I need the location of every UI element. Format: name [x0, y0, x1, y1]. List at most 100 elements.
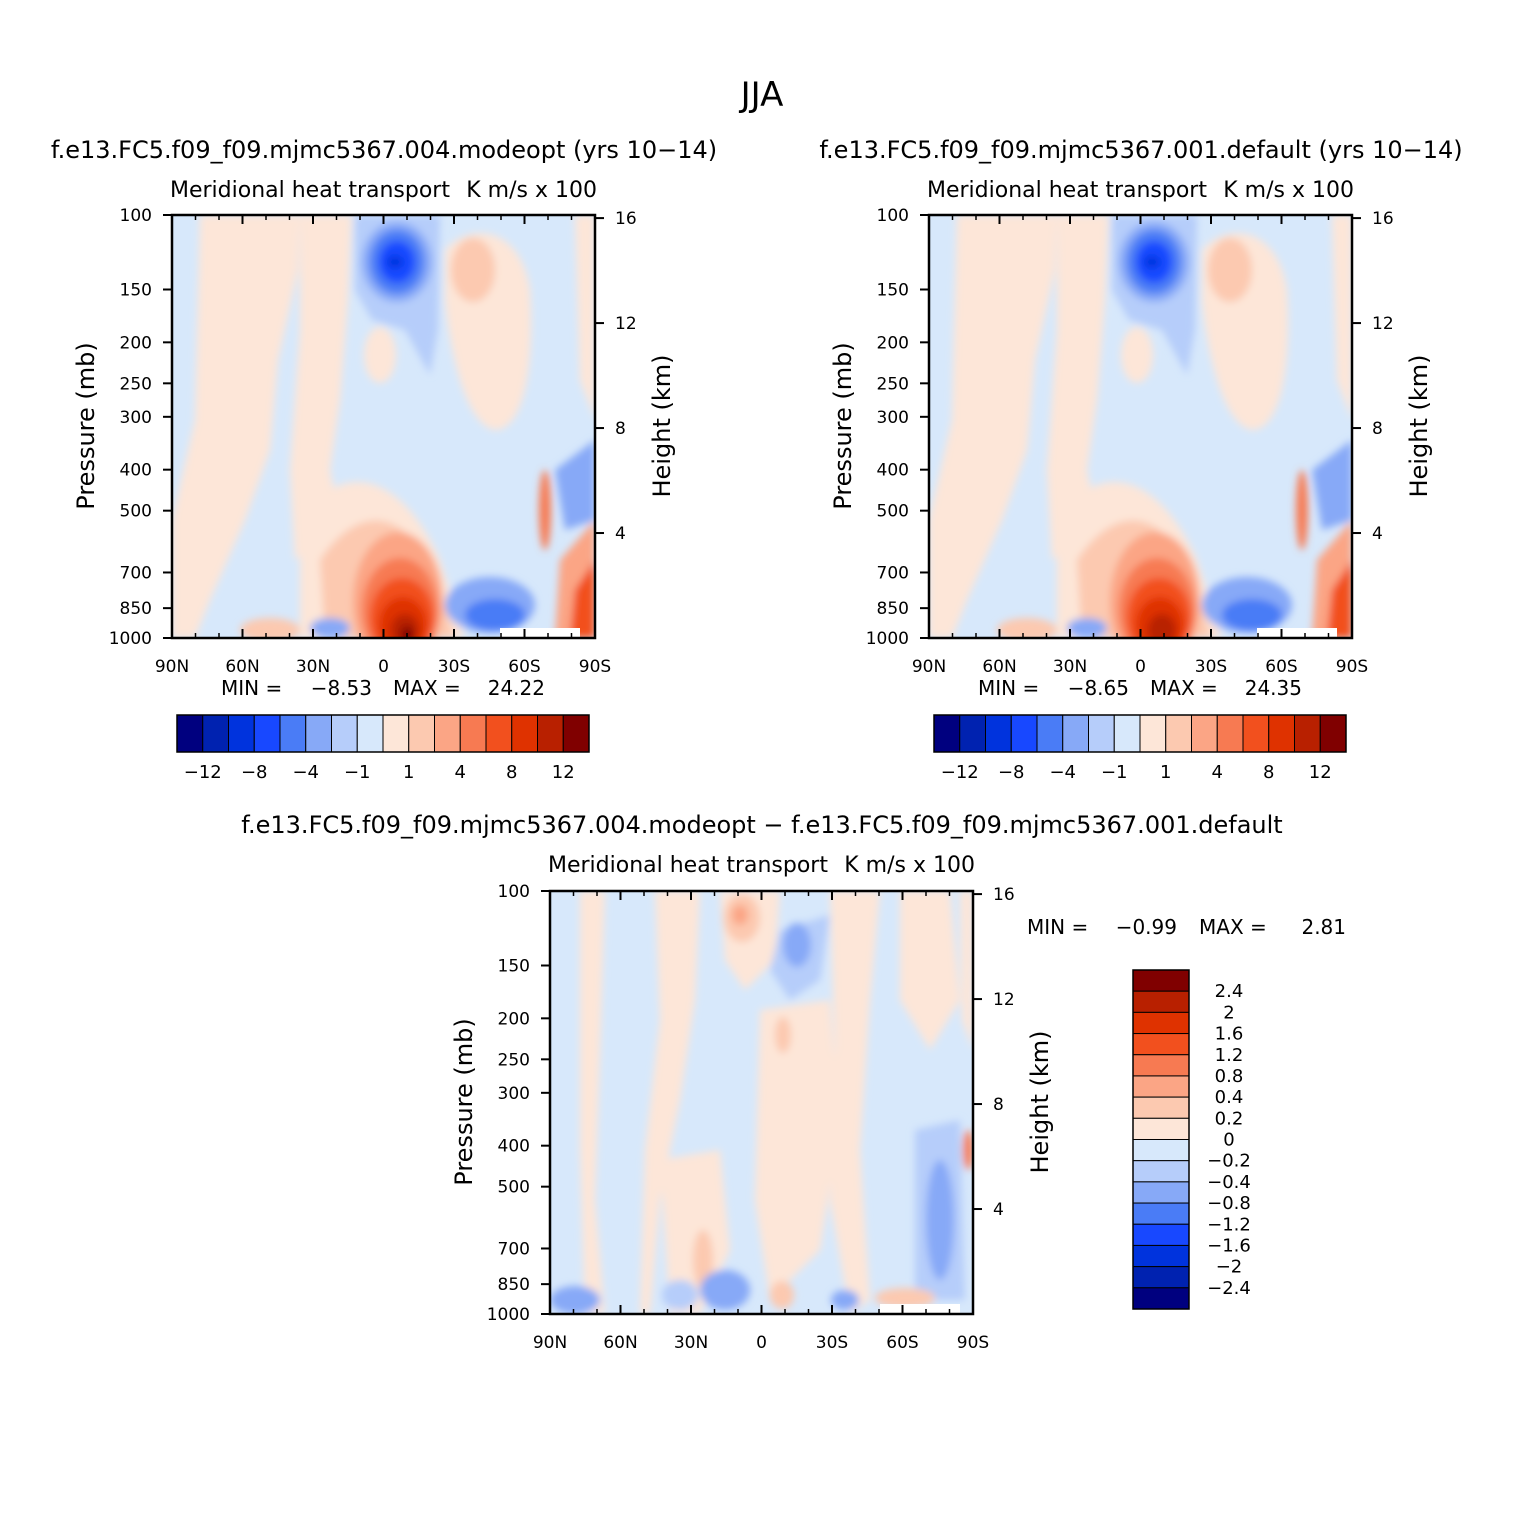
colorbar-label: 1.2: [1215, 1045, 1244, 1066]
y-tick-label: 1000: [866, 629, 909, 649]
y-tick-label: 400: [877, 461, 909, 481]
x-tick-label: 30N: [296, 657, 330, 677]
y-right-tick-label: 16: [1372, 209, 1394, 229]
colorbar-label: −2: [1216, 1257, 1243, 1278]
colorbar-box: [1132, 1181, 1190, 1204]
y-tick-label: 850: [498, 1275, 530, 1295]
x-tick-label: 90N: [155, 657, 189, 677]
y-right-tick-label: 12: [615, 314, 637, 334]
variable-title: Meridional heat transport: [548, 853, 828, 878]
y-tick-label: 300: [120, 408, 152, 428]
variable-title: Meridional heat transport: [927, 178, 1207, 203]
colorbar-label: 4: [455, 762, 466, 783]
colorbar-label: 1: [403, 762, 414, 783]
y-right-tick-label: 16: [615, 209, 637, 229]
y-tick-label: 1000: [487, 1305, 530, 1325]
min-label: MIN =: [221, 676, 282, 700]
min-value: −8.65: [1068, 676, 1129, 700]
y-right-tick-label: 8: [993, 1095, 1004, 1115]
max-label: MAX =: [1150, 676, 1218, 700]
colorbar-box: [434, 714, 461, 753]
colorbar-label: 1.6: [1215, 1024, 1244, 1045]
case-title: f.e13.FC5.f09_f09.mjmc5367.004.modeopt (…: [51, 136, 717, 164]
colorbar-box: [459, 714, 487, 753]
colorbar-box: [1132, 1011, 1190, 1035]
x-tick-label: 60S: [508, 657, 540, 677]
colorbar-label: −0.4: [1207, 1172, 1251, 1193]
variable-title: Meridional heat transport: [170, 178, 450, 203]
colorbar-box: [202, 714, 229, 753]
colorbar-box: [562, 714, 590, 753]
colorbar-box: [331, 714, 358, 753]
x-tick-label: 60N: [603, 1333, 637, 1353]
colorbar-frame: [933, 714, 1347, 753]
tick-labels: 90N 60N 30N 0 30S 60S 90S 100 150 200 250 300 400 500…: [487, 882, 1015, 1353]
colorbar-box: [1088, 714, 1115, 753]
contour-field: [550, 891, 973, 1314]
colorbar-box: [1165, 714, 1192, 753]
x-tick-label: 60S: [886, 1333, 918, 1353]
colorbar-label: 0.4: [1215, 1087, 1244, 1108]
y-tick-label: 500: [120, 502, 152, 522]
colorbar-frame: [1132, 969, 1190, 1310]
y-right-tick-label: 12: [1372, 314, 1394, 334]
x-tick-label: 60S: [1265, 657, 1297, 677]
colorbar-box: [1132, 1202, 1190, 1225]
colorbar-box: [1132, 969, 1190, 992]
panel-top-left: f.e13.FC5.f09_f09.mjmc5367.004.modeopt (…: [51, 136, 717, 783]
colorbar-box: [1319, 714, 1347, 753]
colorbar-label: −12: [184, 762, 222, 783]
colorbar-label: −2.4: [1207, 1278, 1251, 1299]
x-tick-label: 90S: [579, 657, 611, 677]
panel-difference: f.e13.FC5.f09_f09.mjmc5367.004.modeopt −…: [241, 811, 1346, 1353]
colorbar-box: [1132, 1054, 1190, 1077]
tick-labels: 90N 60N 30N 0 30S 60S 90S 100 150 200 250 300 400 500…: [109, 206, 637, 677]
colorbar-label: −1.6: [1207, 1235, 1251, 1256]
colorbar-box: [1132, 1139, 1190, 1162]
colorbar-box: [176, 714, 204, 753]
y-axis-label: Pressure (mb): [829, 342, 857, 509]
y-right-axis-label: Height (km): [1026, 1031, 1054, 1174]
y-right-tick-label: 8: [615, 419, 626, 439]
y-tick-label: 250: [120, 374, 152, 394]
colorbar-box: [279, 714, 307, 753]
y-axis-label: Pressure (mb): [72, 342, 100, 509]
y-tick-label: 500: [877, 502, 909, 522]
missing-data-patch: [1257, 628, 1337, 638]
x-tick-label: 30S: [438, 657, 470, 677]
colorbar-box: [1132, 1266, 1190, 1289]
field-shapes: [172, 215, 595, 638]
colorbar-label: −4: [292, 762, 319, 783]
colorbar-label: 8: [506, 762, 517, 783]
colorbar-box: [959, 714, 986, 753]
y-tick-label: 400: [498, 1137, 530, 1157]
colorbar-label: 4: [1212, 762, 1223, 783]
colorbar-box: [1132, 1096, 1190, 1119]
colorbar: −12 −8 −4 −1 1 4 8 12: [176, 714, 590, 783]
x-tick-label: 0: [378, 657, 389, 677]
tick-marks: [541, 890, 982, 1315]
colorbar-box: [1132, 1223, 1190, 1246]
y-right-tick-label: 4: [615, 524, 626, 544]
max-label: MAX =: [1199, 915, 1267, 939]
colorbar-box: [1242, 714, 1270, 753]
colorbar-label: 12: [1309, 762, 1332, 783]
colorbar-box: [1132, 1075, 1190, 1098]
y-tick-label: 250: [498, 1050, 530, 1070]
colorbar-label: 8: [1263, 762, 1274, 783]
y-tick-label: 700: [498, 1239, 530, 1259]
colorbar-box: [408, 714, 435, 753]
y-right-tick-label: 4: [993, 1200, 1004, 1220]
colorbar-box: [1139, 714, 1167, 753]
y-right-tick-label: 12: [993, 990, 1015, 1010]
y-tick-label: 200: [498, 1009, 530, 1029]
y-tick-label: 250: [877, 374, 909, 394]
x-tick-label: 0: [1135, 657, 1146, 677]
y-tick-label: 100: [877, 206, 909, 226]
x-tick-label: 30N: [1053, 657, 1087, 677]
colorbar-label: 2: [1223, 1002, 1234, 1023]
colorbar-box: [253, 714, 281, 753]
y-right-tick-label: 4: [1372, 524, 1383, 544]
y-tick-label: 100: [498, 882, 530, 902]
x-tick-label: 30N: [674, 1333, 708, 1353]
